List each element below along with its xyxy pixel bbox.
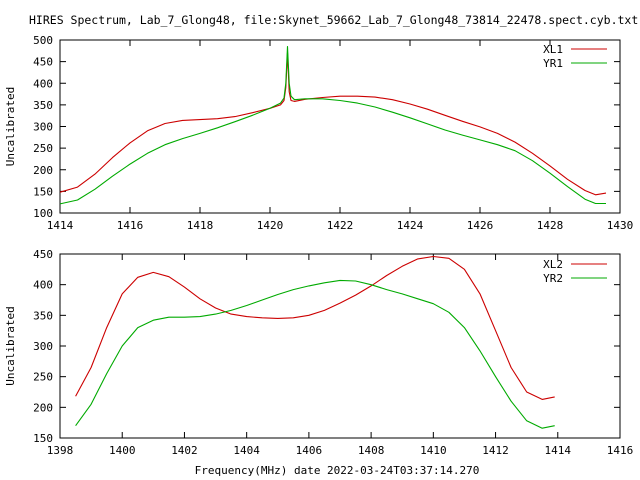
x-tick-label: 1422 (327, 219, 354, 232)
x-tick-label: 1430 (607, 219, 634, 232)
top-spectrum-panel: 1414 1416 1418 1420 1422 1424 1426 1428 1430 100 1… (4, 34, 633, 232)
x-tick-label: 1398 (47, 444, 74, 457)
y-tick-label: 450 (33, 248, 53, 261)
y-tick-label: 300 (33, 121, 53, 134)
y-tick-label: 350 (33, 99, 53, 112)
series-line-yr2 (75, 279, 555, 429)
y-tick-label: 150 (33, 185, 53, 198)
x-tick-label: 1418 (187, 219, 214, 232)
y-tick-label: 500 (33, 34, 53, 47)
y-tick-label: 250 (33, 142, 53, 155)
y-tick-label: 100 (33, 207, 53, 220)
series-line-xl2 (75, 255, 555, 400)
y-axis-label: Uncalibrated (4, 87, 17, 166)
series-line-xl1 (59, 52, 607, 196)
x-tick-label: 1424 (397, 219, 424, 232)
y-tick-label: 300 (33, 340, 53, 353)
x-tick-label: 1414 (47, 219, 74, 232)
x-tick-label: 1416 (117, 219, 144, 232)
y-axis-label: Uncalibrated (4, 306, 17, 385)
y-tick-label: 450 (33, 56, 53, 69)
y-tick-label: 250 (33, 371, 53, 384)
x-tick-label: 1410 (420, 444, 447, 457)
bottom-spectrum-panel: 1398 1400 1402 1404 1406 1408 1410 1412 1414 1416… (4, 248, 633, 457)
legend-label-xl2: XL2 (543, 258, 563, 271)
x-tick-label: 1426 (467, 219, 494, 232)
x-tick-label: 1404 (233, 444, 260, 457)
y-tick-label: 400 (33, 279, 53, 292)
x-tick-label: 1420 (257, 219, 284, 232)
x-tick-label: 1408 (358, 444, 385, 457)
x-tick-label: 1406 (296, 444, 323, 457)
figure-title: HIRES Spectrum, Lab_7_Glong48, file:Skyn… (29, 13, 638, 27)
y-tick-label: 200 (33, 164, 53, 177)
y-tick-label: 350 (33, 309, 53, 322)
x-tick-label: 1400 (109, 444, 136, 457)
x-tick-label: 1412 (482, 444, 509, 457)
x-tick-label: 1414 (545, 444, 572, 457)
series-line-yr1 (59, 45, 606, 205)
legend-label-xl1: XL1 (543, 43, 563, 56)
x-axis-label: Frequency(MHz) date 2022-03-24T03:37:14.… (195, 464, 480, 477)
x-tick-label: 1416 (607, 444, 634, 457)
legend-label-yr1: YR1 (543, 57, 563, 70)
y-tick-label: 400 (33, 77, 53, 90)
x-tick-label: 1402 (171, 444, 198, 457)
y-tick-label: 200 (33, 401, 53, 414)
x-tick-label: 1428 (537, 219, 564, 232)
y-tick-label: 150 (33, 432, 53, 445)
legend-label-yr2: YR2 (543, 272, 563, 285)
